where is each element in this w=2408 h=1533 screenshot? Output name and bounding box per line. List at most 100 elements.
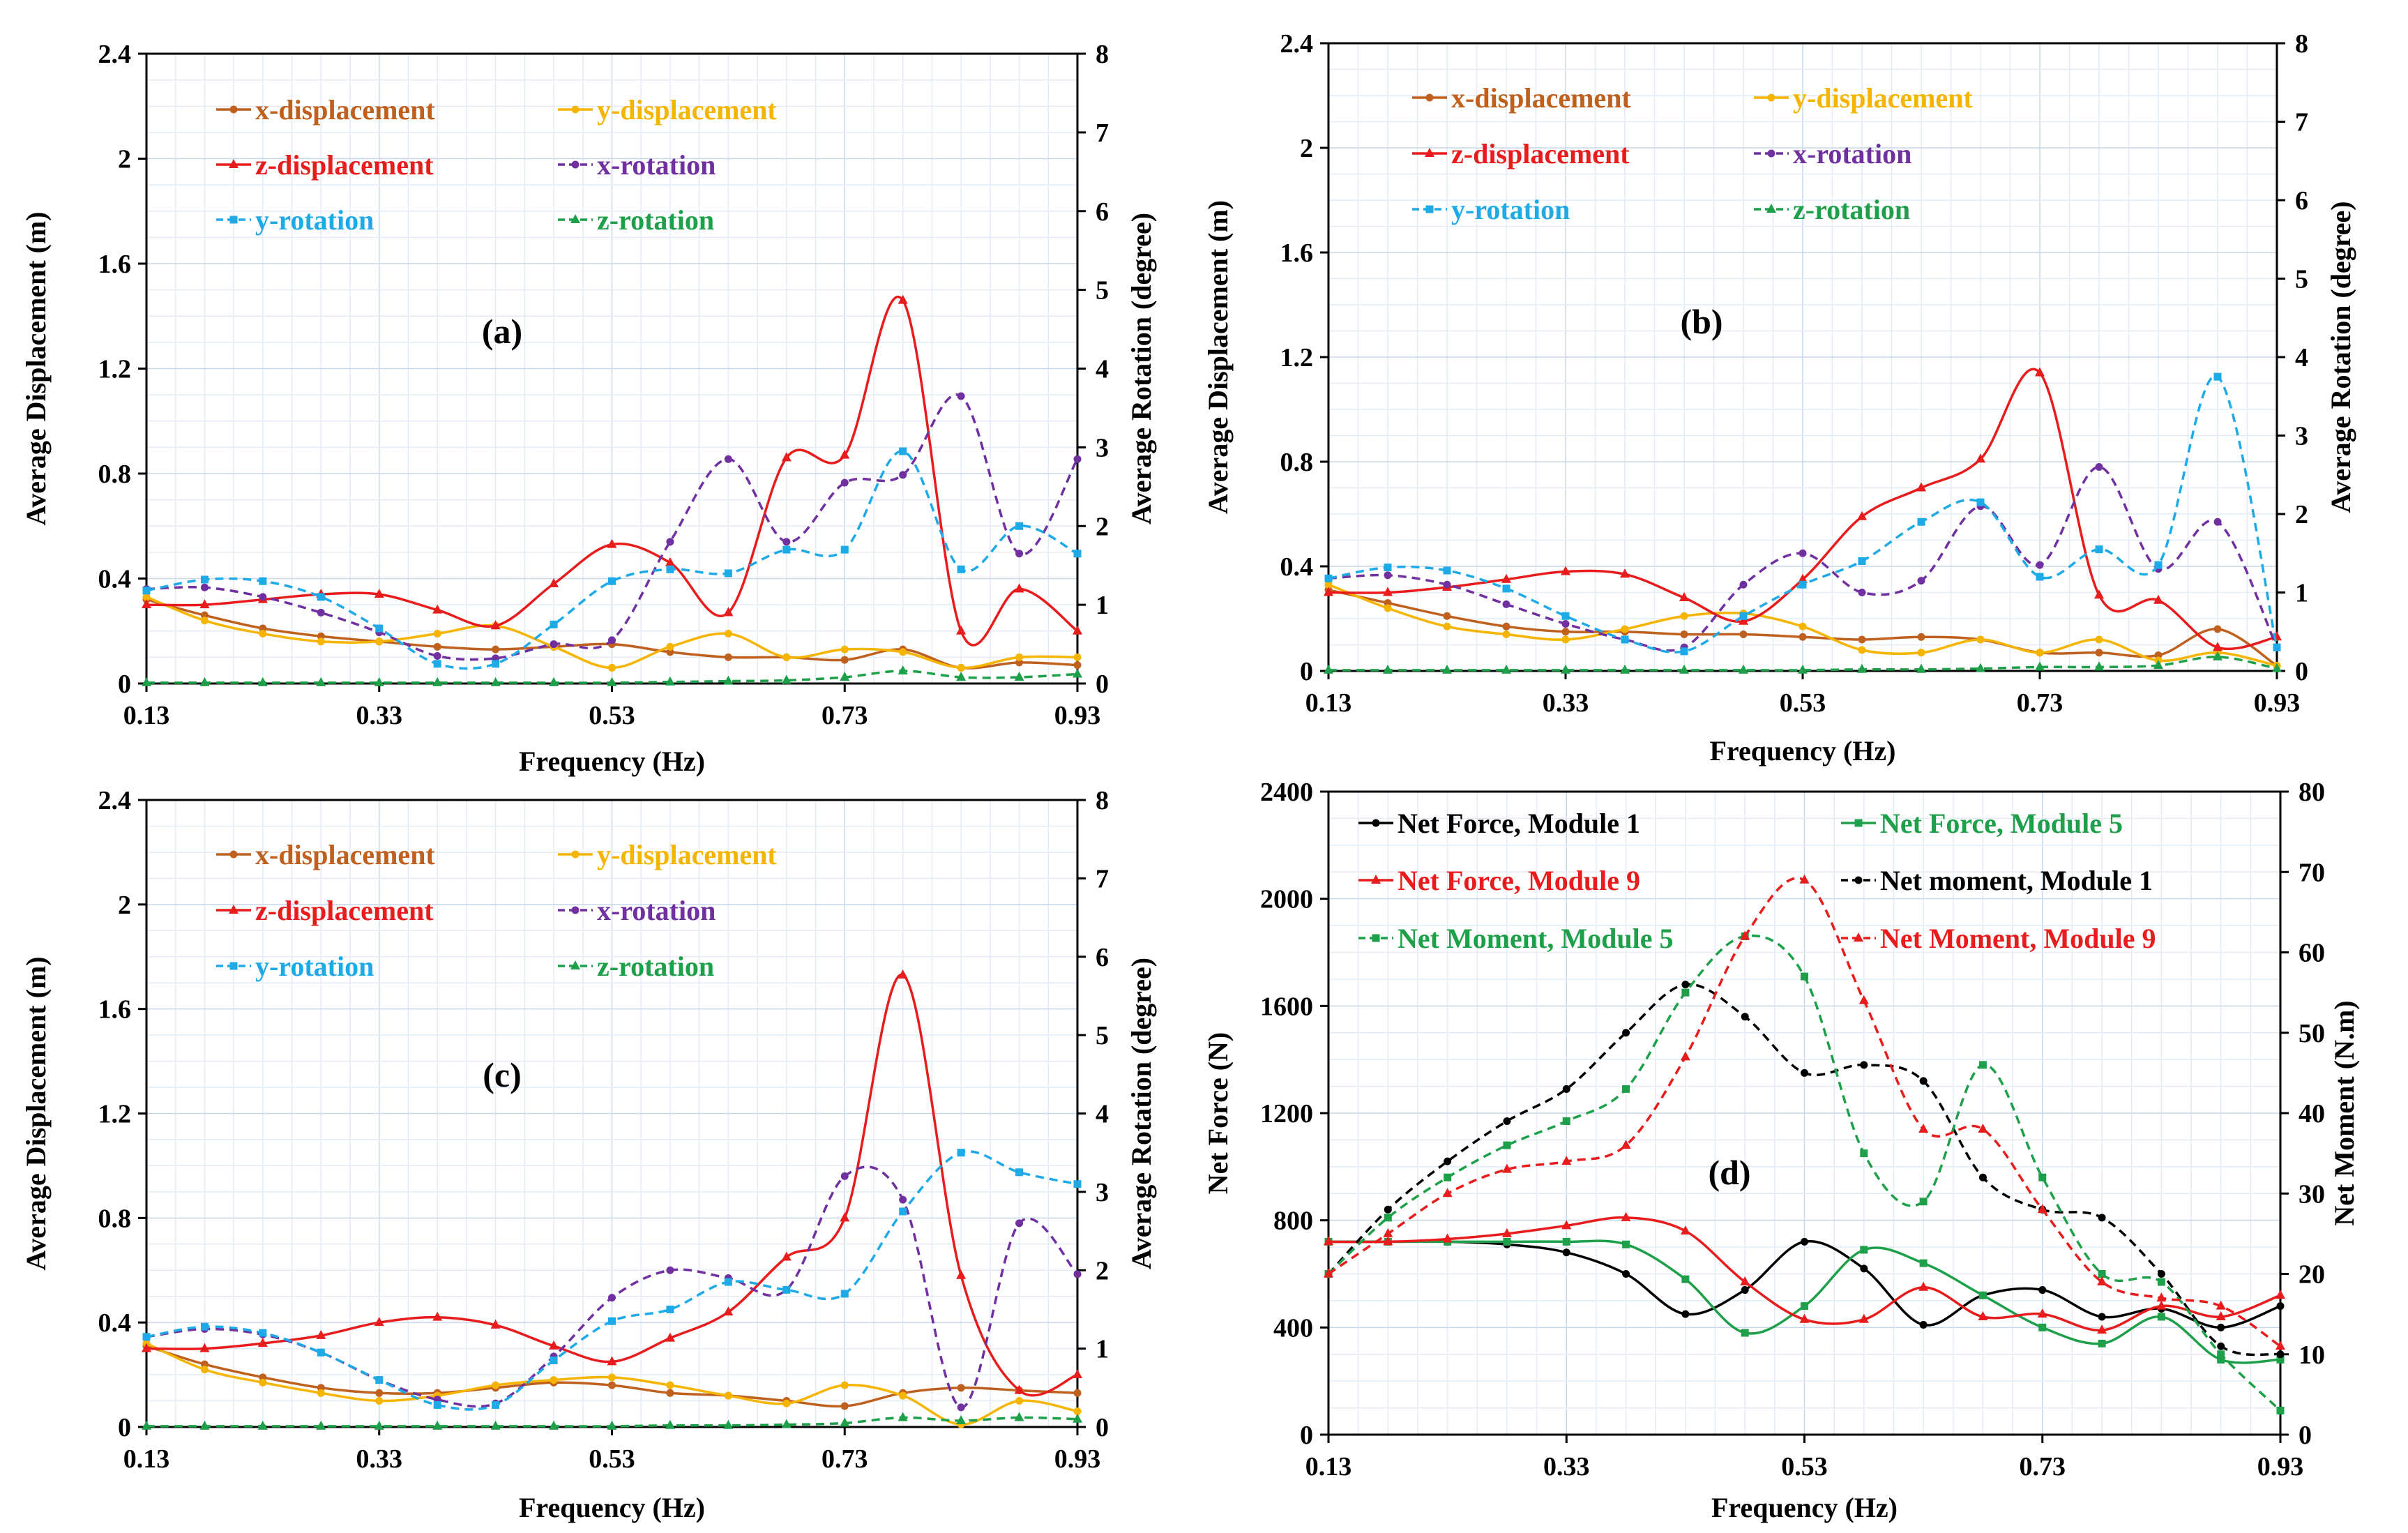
- data-point: [1562, 1237, 1570, 1246]
- data-point: [1978, 1311, 1988, 1320]
- data-point: [1858, 589, 1866, 596]
- data-point: [433, 660, 441, 668]
- y-tick-label: 0: [1300, 1421, 1313, 1450]
- data-point: [666, 642, 674, 651]
- data-point: [2097, 1324, 2107, 1334]
- data-point: [200, 575, 209, 584]
- panel-tag: (d): [1708, 1153, 1750, 1192]
- data-point: [200, 611, 209, 619]
- data-point: [1014, 583, 1024, 593]
- y2-tick-label: 30: [2299, 1179, 2325, 1209]
- legend-marker: [229, 905, 238, 914]
- legend-marker: [571, 160, 580, 169]
- data-point: [259, 630, 267, 638]
- data-point: [2217, 1350, 2225, 1359]
- y2-tick-label: 40: [2299, 1099, 2325, 1128]
- data-point: [840, 1290, 849, 1298]
- data-point: [1917, 518, 1925, 526]
- data-point: [259, 1329, 267, 1337]
- data-point: [142, 677, 151, 686]
- data-point: [1857, 511, 1867, 520]
- series-z-displacement: [1324, 367, 2282, 651]
- data-point: [666, 565, 674, 573]
- legend-item-z-rotation: z-rotation: [558, 951, 714, 982]
- data-point: [1681, 981, 1690, 989]
- y2-tick-label: 6: [1096, 197, 1109, 227]
- data-point: [2095, 463, 2103, 471]
- x-tick-label: 0.13: [1305, 688, 1352, 718]
- data-point: [1501, 1163, 1512, 1173]
- data-point: [2038, 1286, 2047, 1294]
- data-point: [375, 637, 384, 646]
- data-point: [899, 471, 907, 479]
- x-tick-label: 0.13: [1305, 1452, 1352, 1481]
- y2-tick-label: 4: [2295, 343, 2308, 372]
- legend-item-x-rotation: x-rotation: [558, 149, 715, 181]
- data-point: [433, 1401, 441, 1410]
- data-point: [2276, 1290, 2285, 1299]
- data-point: [1562, 1117, 1570, 1126]
- data-point: [666, 1381, 674, 1389]
- data-point: [492, 645, 500, 654]
- y2-tick-label: 2: [1096, 1256, 1109, 1285]
- legend-label: y-displacement: [597, 94, 777, 126]
- data-point: [1621, 635, 1629, 644]
- legend-marker: [570, 214, 580, 223]
- data-point: [1384, 1214, 1392, 1222]
- y2-tick-label: 70: [2299, 858, 2325, 887]
- data-point: [1860, 1149, 1868, 1158]
- x-tick-label: 0.53: [589, 1444, 635, 1474]
- data-point: [1384, 571, 1392, 580]
- legend-item-z-displacement: z-displacement: [1412, 138, 1630, 169]
- data-point: [2156, 1300, 2167, 1310]
- data-point: [956, 625, 967, 635]
- y-tick-label: 1.6: [1280, 239, 1314, 268]
- legend-item-x-displacement: x-displacement: [216, 839, 435, 870]
- y2-tick-label: 7: [1096, 864, 1109, 893]
- y-tick-label: 2.4: [98, 786, 132, 815]
- data-point: [1916, 663, 1926, 673]
- x-tick-label: 0.53: [1780, 688, 1826, 718]
- legend-marker: [1854, 876, 1863, 884]
- data-point: [2217, 1342, 2225, 1350]
- data-point: [432, 1311, 443, 1321]
- data-point: [1858, 635, 1866, 644]
- y-tick-label: 2000: [1260, 885, 1313, 914]
- data-point: [142, 599, 151, 609]
- data-point: [1324, 664, 1333, 674]
- data-point: [1502, 630, 1510, 638]
- data-point: [608, 1373, 616, 1382]
- x-tick-label: 0.33: [1543, 1452, 1590, 1481]
- series-y-rotation: [1324, 372, 2281, 656]
- data-point: [200, 617, 209, 625]
- data-point: [375, 1376, 384, 1384]
- data-point: [781, 1419, 792, 1428]
- panel-tag: (a): [482, 312, 522, 351]
- data-point: [840, 1212, 850, 1222]
- data-point: [1621, 1140, 1631, 1149]
- data-point: [2272, 663, 2282, 672]
- data-point: [2157, 1313, 2165, 1321]
- y2-tick-label: 8: [1096, 786, 1109, 815]
- y-tick-label: 2.4: [98, 40, 132, 69]
- data-point: [1620, 664, 1630, 674]
- data-point: [1561, 566, 1570, 575]
- data-point: [2157, 1270, 2165, 1278]
- data-point: [1073, 668, 1082, 678]
- x-axis-label: Frequency (Hz): [1711, 1492, 1898, 1523]
- data-point: [666, 1305, 674, 1313]
- data-point: [1561, 664, 1570, 674]
- data-point: [317, 1348, 325, 1357]
- data-point: [1324, 1236, 1333, 1246]
- data-point: [1799, 874, 1810, 884]
- data-point: [899, 1391, 907, 1400]
- data-point: [374, 677, 384, 686]
- data-point: [2154, 561, 2163, 569]
- legend-item-z-displacement: z-displacement: [216, 895, 434, 926]
- legend-label: z-rotation: [597, 204, 714, 236]
- data-point: [199, 1343, 210, 1352]
- y-axis-label: Net Force (N): [1202, 1032, 1234, 1194]
- data-point: [492, 660, 500, 668]
- legend-label: Net Force, Module 1: [1398, 808, 1640, 839]
- data-point: [1801, 1068, 1808, 1077]
